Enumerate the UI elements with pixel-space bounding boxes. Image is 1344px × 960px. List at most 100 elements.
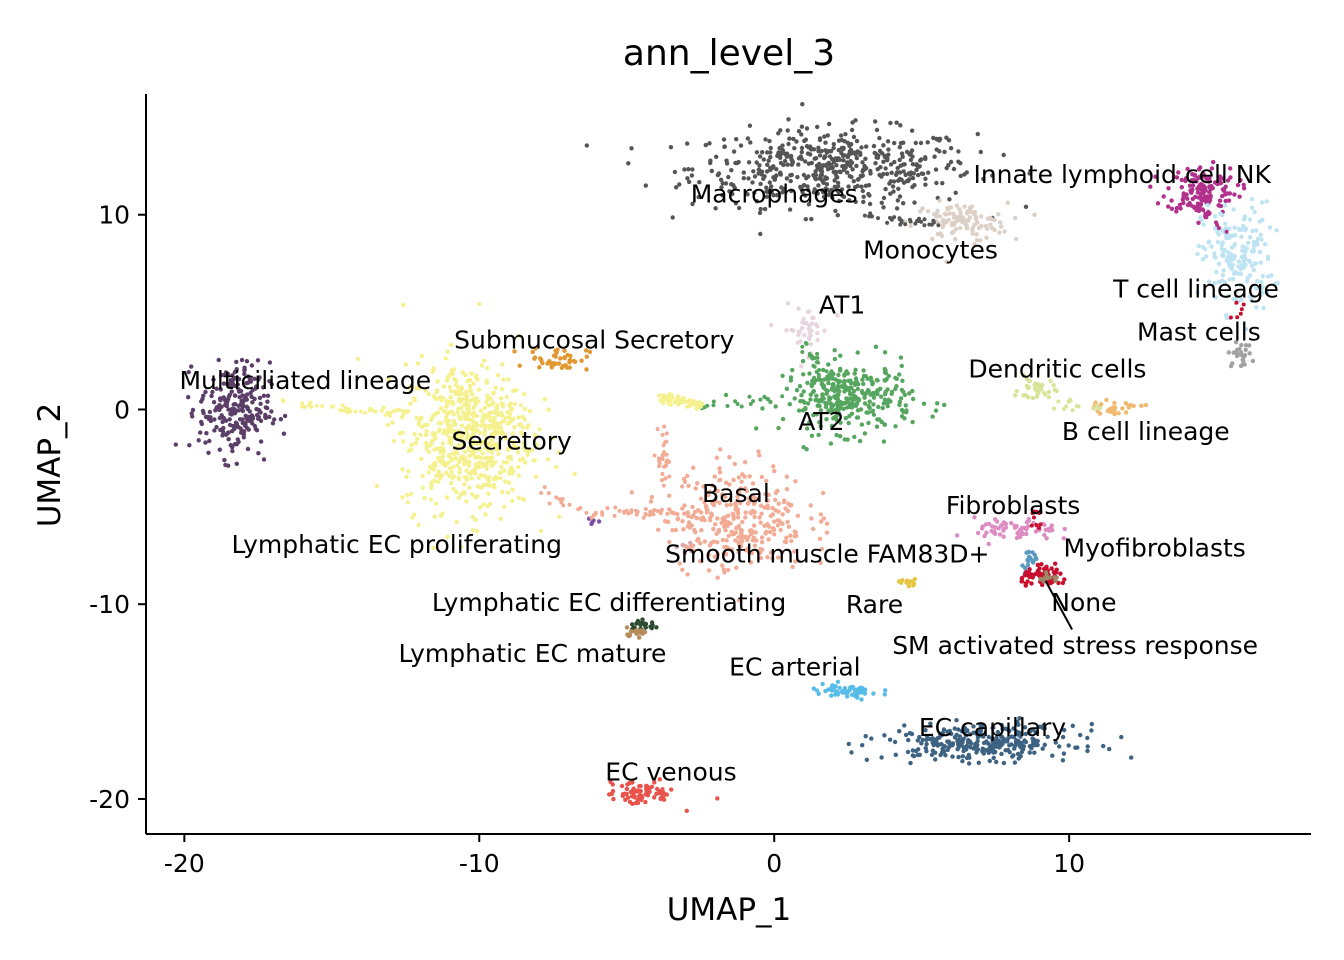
point bbox=[803, 137, 808, 142]
point bbox=[489, 438, 495, 443]
point bbox=[1207, 190, 1212, 195]
point bbox=[863, 734, 868, 739]
point bbox=[667, 474, 672, 479]
point bbox=[186, 369, 191, 375]
point bbox=[199, 399, 204, 404]
point bbox=[805, 184, 810, 189]
point bbox=[908, 223, 913, 229]
point bbox=[1027, 744, 1033, 749]
point bbox=[879, 394, 884, 399]
point bbox=[340, 403, 345, 408]
point bbox=[754, 199, 760, 204]
point bbox=[438, 513, 444, 518]
point bbox=[1022, 526, 1027, 531]
point bbox=[240, 417, 245, 422]
point bbox=[822, 134, 827, 139]
point bbox=[869, 378, 874, 383]
point bbox=[908, 157, 914, 163]
point bbox=[899, 363, 904, 369]
point bbox=[766, 537, 771, 542]
point bbox=[477, 430, 483, 436]
point bbox=[416, 522, 421, 528]
point bbox=[861, 368, 866, 373]
point bbox=[643, 512, 648, 516]
point bbox=[1228, 166, 1233, 171]
point bbox=[656, 456, 661, 461]
point bbox=[821, 155, 827, 161]
point bbox=[1017, 716, 1022, 721]
point bbox=[913, 748, 919, 754]
point bbox=[1239, 297, 1244, 302]
point bbox=[1053, 561, 1058, 566]
point bbox=[483, 455, 488, 461]
point bbox=[219, 404, 224, 409]
point bbox=[490, 455, 495, 460]
point bbox=[760, 406, 765, 411]
point bbox=[729, 168, 734, 173]
point bbox=[400, 467, 405, 472]
point bbox=[1267, 225, 1273, 230]
point bbox=[462, 455, 467, 460]
point bbox=[307, 403, 312, 407]
point bbox=[452, 389, 458, 394]
point bbox=[1174, 175, 1180, 180]
point bbox=[756, 167, 761, 172]
point bbox=[1155, 201, 1161, 206]
point bbox=[1199, 202, 1204, 207]
point bbox=[635, 797, 640, 803]
point bbox=[1185, 166, 1190, 172]
bridge-points bbox=[800, 341, 829, 382]
cluster-points bbox=[584, 102, 1032, 237]
point bbox=[628, 629, 634, 634]
point bbox=[338, 408, 342, 413]
point bbox=[696, 404, 701, 409]
point bbox=[460, 443, 466, 448]
point bbox=[748, 402, 753, 406]
point bbox=[661, 793, 666, 799]
point bbox=[964, 755, 970, 761]
point bbox=[881, 205, 886, 210]
point bbox=[915, 172, 921, 178]
point bbox=[807, 309, 812, 314]
point bbox=[220, 433, 225, 438]
point bbox=[522, 392, 527, 397]
point bbox=[206, 450, 211, 455]
point bbox=[1054, 575, 1059, 580]
point bbox=[993, 525, 998, 530]
cluster-label: Lymphatic EC mature bbox=[398, 639, 666, 668]
point bbox=[404, 474, 409, 479]
point bbox=[473, 454, 478, 460]
point bbox=[855, 149, 860, 154]
point bbox=[663, 476, 668, 481]
cluster-label: SM activated stress response bbox=[892, 631, 1258, 660]
point bbox=[687, 404, 692, 409]
point bbox=[765, 555, 770, 560]
point bbox=[838, 434, 843, 439]
bridge-points bbox=[657, 392, 705, 411]
point bbox=[220, 419, 225, 425]
point bbox=[828, 441, 834, 446]
point bbox=[802, 400, 807, 405]
point bbox=[703, 503, 709, 509]
point bbox=[839, 145, 845, 151]
point bbox=[1190, 172, 1195, 177]
point bbox=[674, 544, 679, 550]
point bbox=[711, 502, 716, 508]
point bbox=[813, 322, 819, 327]
point bbox=[1216, 261, 1222, 266]
point bbox=[1032, 750, 1037, 755]
point bbox=[490, 422, 495, 428]
point bbox=[1239, 254, 1245, 260]
point bbox=[736, 159, 741, 165]
point bbox=[954, 203, 960, 208]
point bbox=[455, 410, 460, 415]
point bbox=[1241, 216, 1247, 222]
point bbox=[871, 402, 876, 407]
point bbox=[846, 741, 851, 747]
point bbox=[747, 394, 752, 399]
point bbox=[734, 525, 739, 531]
point bbox=[956, 727, 961, 732]
point bbox=[482, 405, 487, 411]
point bbox=[1153, 174, 1158, 179]
